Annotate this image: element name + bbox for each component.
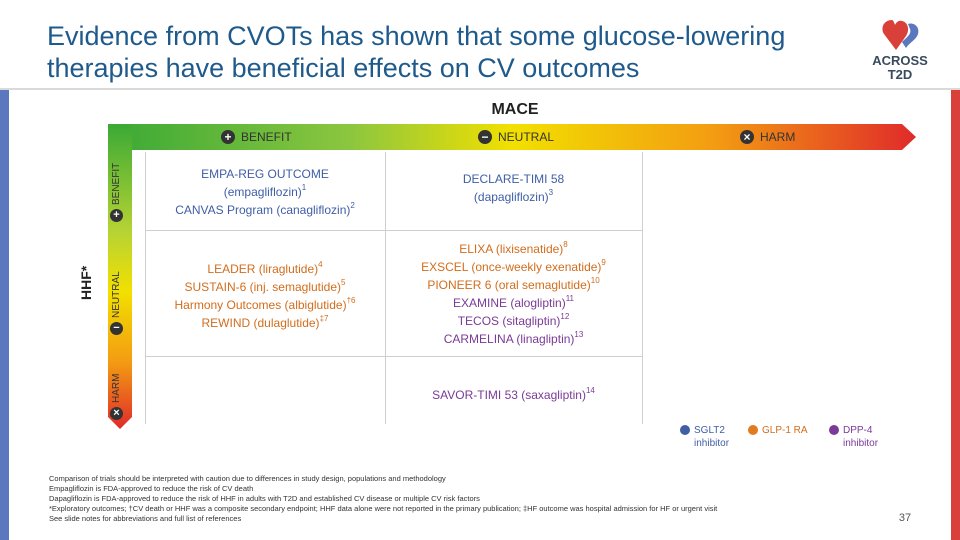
legend-dot-dpp4 (829, 425, 839, 435)
plus-icon: + (110, 209, 123, 222)
logo-word-across: ACROSS (872, 53, 928, 68)
title-line-2: therapies have beneficial effects on CV … (47, 53, 640, 83)
times-icon: × (110, 407, 123, 420)
trial-canvas: CANVAS Program (canagliflozin)2 (175, 201, 355, 217)
legend-glp1-line1: GLP-1 RA (762, 425, 808, 436)
hhf-gradient-arrow (108, 124, 132, 429)
x-label-harm: × HARM (740, 128, 795, 146)
y-axis-title: HHF* (78, 265, 94, 300)
y-label-benefit-text: BENEFIT (111, 162, 122, 205)
across-t2d-logo-icon (882, 20, 919, 50)
trial-tecos: TECOS (sitagliptin)12 (457, 312, 570, 328)
trial-carmelina: CARMELINA (linagliptin)13 (443, 330, 584, 346)
trial-examine: EXAMINE (alogliptin)11 (452, 294, 575, 310)
legend-dpp4-line1: DPP-4 (843, 425, 873, 436)
footnote-1: Comparison of trials should be interpret… (49, 474, 446, 483)
footnote-5: See slide notes for abbreviations and fu… (49, 514, 242, 523)
cell-mace-neutral-hhf-neutral: ELIXA (lixisenatide)8 EXSCEL (once-weekl… (385, 240, 642, 348)
times-icon: × (740, 130, 754, 144)
trial-pioneer-6: PIONEER 6 (oral semaglutide)10 (427, 276, 600, 292)
x-label-neutral-text: NEUTRAL (498, 130, 555, 144)
logo-word-t2d: T2D (887, 67, 913, 82)
legend-dot-sglt2 (680, 425, 690, 435)
grid-line-lower (145, 356, 642, 357)
trial-leader: LEADER (liraglutide)4 (207, 260, 323, 276)
grid-line-left (145, 152, 146, 424)
slide-title: Evidence from CVOTs has shown that some … (47, 20, 847, 84)
trial-empa-reg: EMPA-REG OUTCOME (201, 167, 329, 181)
trial-declare-drug: (dapagliflozin)3 (473, 188, 554, 204)
minus-icon: − (110, 322, 123, 335)
legend-dpp4-line2: inhibitor (843, 438, 879, 449)
trial-rewind: REWIND (dulaglutide)‡7 (201, 314, 329, 330)
trial-savor: SAVOR-TIMI 53 (saxagliptin)14 (432, 386, 595, 402)
x-label-harm-text: HARM (760, 130, 796, 144)
page-number: 37 (898, 512, 912, 524)
x-label-benefit: + BENEFIT (221, 128, 292, 146)
trial-sustain-6: SUSTAIN-6 (inj. semaglutide)5 (184, 278, 346, 294)
grid-line-right (642, 152, 643, 424)
footnote-4: *Exploratory outcomes; †CV death or HHF … (49, 504, 718, 513)
minus-icon: − (478, 130, 492, 144)
trial-empa-reg-drug: (empagliflozin)1 (223, 183, 307, 199)
trial-elixa: ELIXA (lixisenatide)8 (459, 240, 568, 256)
footnote-2: Empagliflozin is FDA-approved to reduce … (49, 484, 254, 493)
right-accent-bar (951, 90, 960, 540)
x-label-neutral: − NEUTRAL (478, 128, 554, 146)
mace-gradient-arrow (108, 124, 916, 150)
legend-sglt2-line1: SGLT2 (694, 425, 725, 436)
logo-wordmark: ACROSS T2D (862, 54, 938, 82)
x-axis-title: MACE (491, 101, 539, 118)
trial-harmony: Harmony Outcomes (albiglutide)†6 (174, 296, 356, 312)
grid-line-upper (145, 230, 642, 231)
y-label-benefit: + BENEFIT (110, 163, 123, 222)
cell-mace-neutral-hhf-harm: SAVOR-TIMI 53 (saxagliptin)14 (385, 386, 642, 404)
trial-declare: DECLARE-TIMI 58 (462, 172, 565, 186)
cell-mace-neutral-hhf-benefit: DECLARE-TIMI 58 (dapagliflozin)3 (385, 170, 642, 206)
trial-exscel: EXSCEL (once-weekly exenatide)9 (421, 258, 606, 274)
legend-sglt2-line2: inhibitor (694, 438, 730, 449)
y-label-harm-text: HARM (111, 373, 122, 403)
header-divider (0, 88, 960, 90)
title-line-1: Evidence from CVOTs has shown that some … (47, 21, 786, 51)
left-accent-bar (0, 90, 9, 540)
legend-dpp4: DPP-4 inhibitor (829, 424, 878, 450)
grid-line-mid (385, 152, 386, 424)
footnote-3: Dapagliflozin is FDA-approved to reduce … (49, 494, 480, 503)
x-label-benefit-text: BENEFIT (241, 130, 292, 144)
y-label-neutral: − NEUTRAL (110, 271, 123, 335)
plus-icon: + (221, 130, 235, 144)
legend-sglt2: SGLT2 inhibitor (680, 424, 729, 450)
y-label-neutral-text: NEUTRAL (111, 271, 122, 318)
legend-dot-glp1 (748, 425, 758, 435)
legend-glp1: GLP-1 RA (748, 424, 808, 437)
y-label-harm: × HARM (110, 374, 123, 420)
footnotes: Comparison of trials should be interpret… (49, 474, 889, 524)
cell-mace-benefit-hhf-neutral: LEADER (liraglutide)4 SUSTAIN-6 (inj. se… (145, 260, 385, 332)
cell-mace-benefit-hhf-benefit: EMPA-REG OUTCOME (empagliflozin)1 CANVAS… (145, 165, 385, 219)
